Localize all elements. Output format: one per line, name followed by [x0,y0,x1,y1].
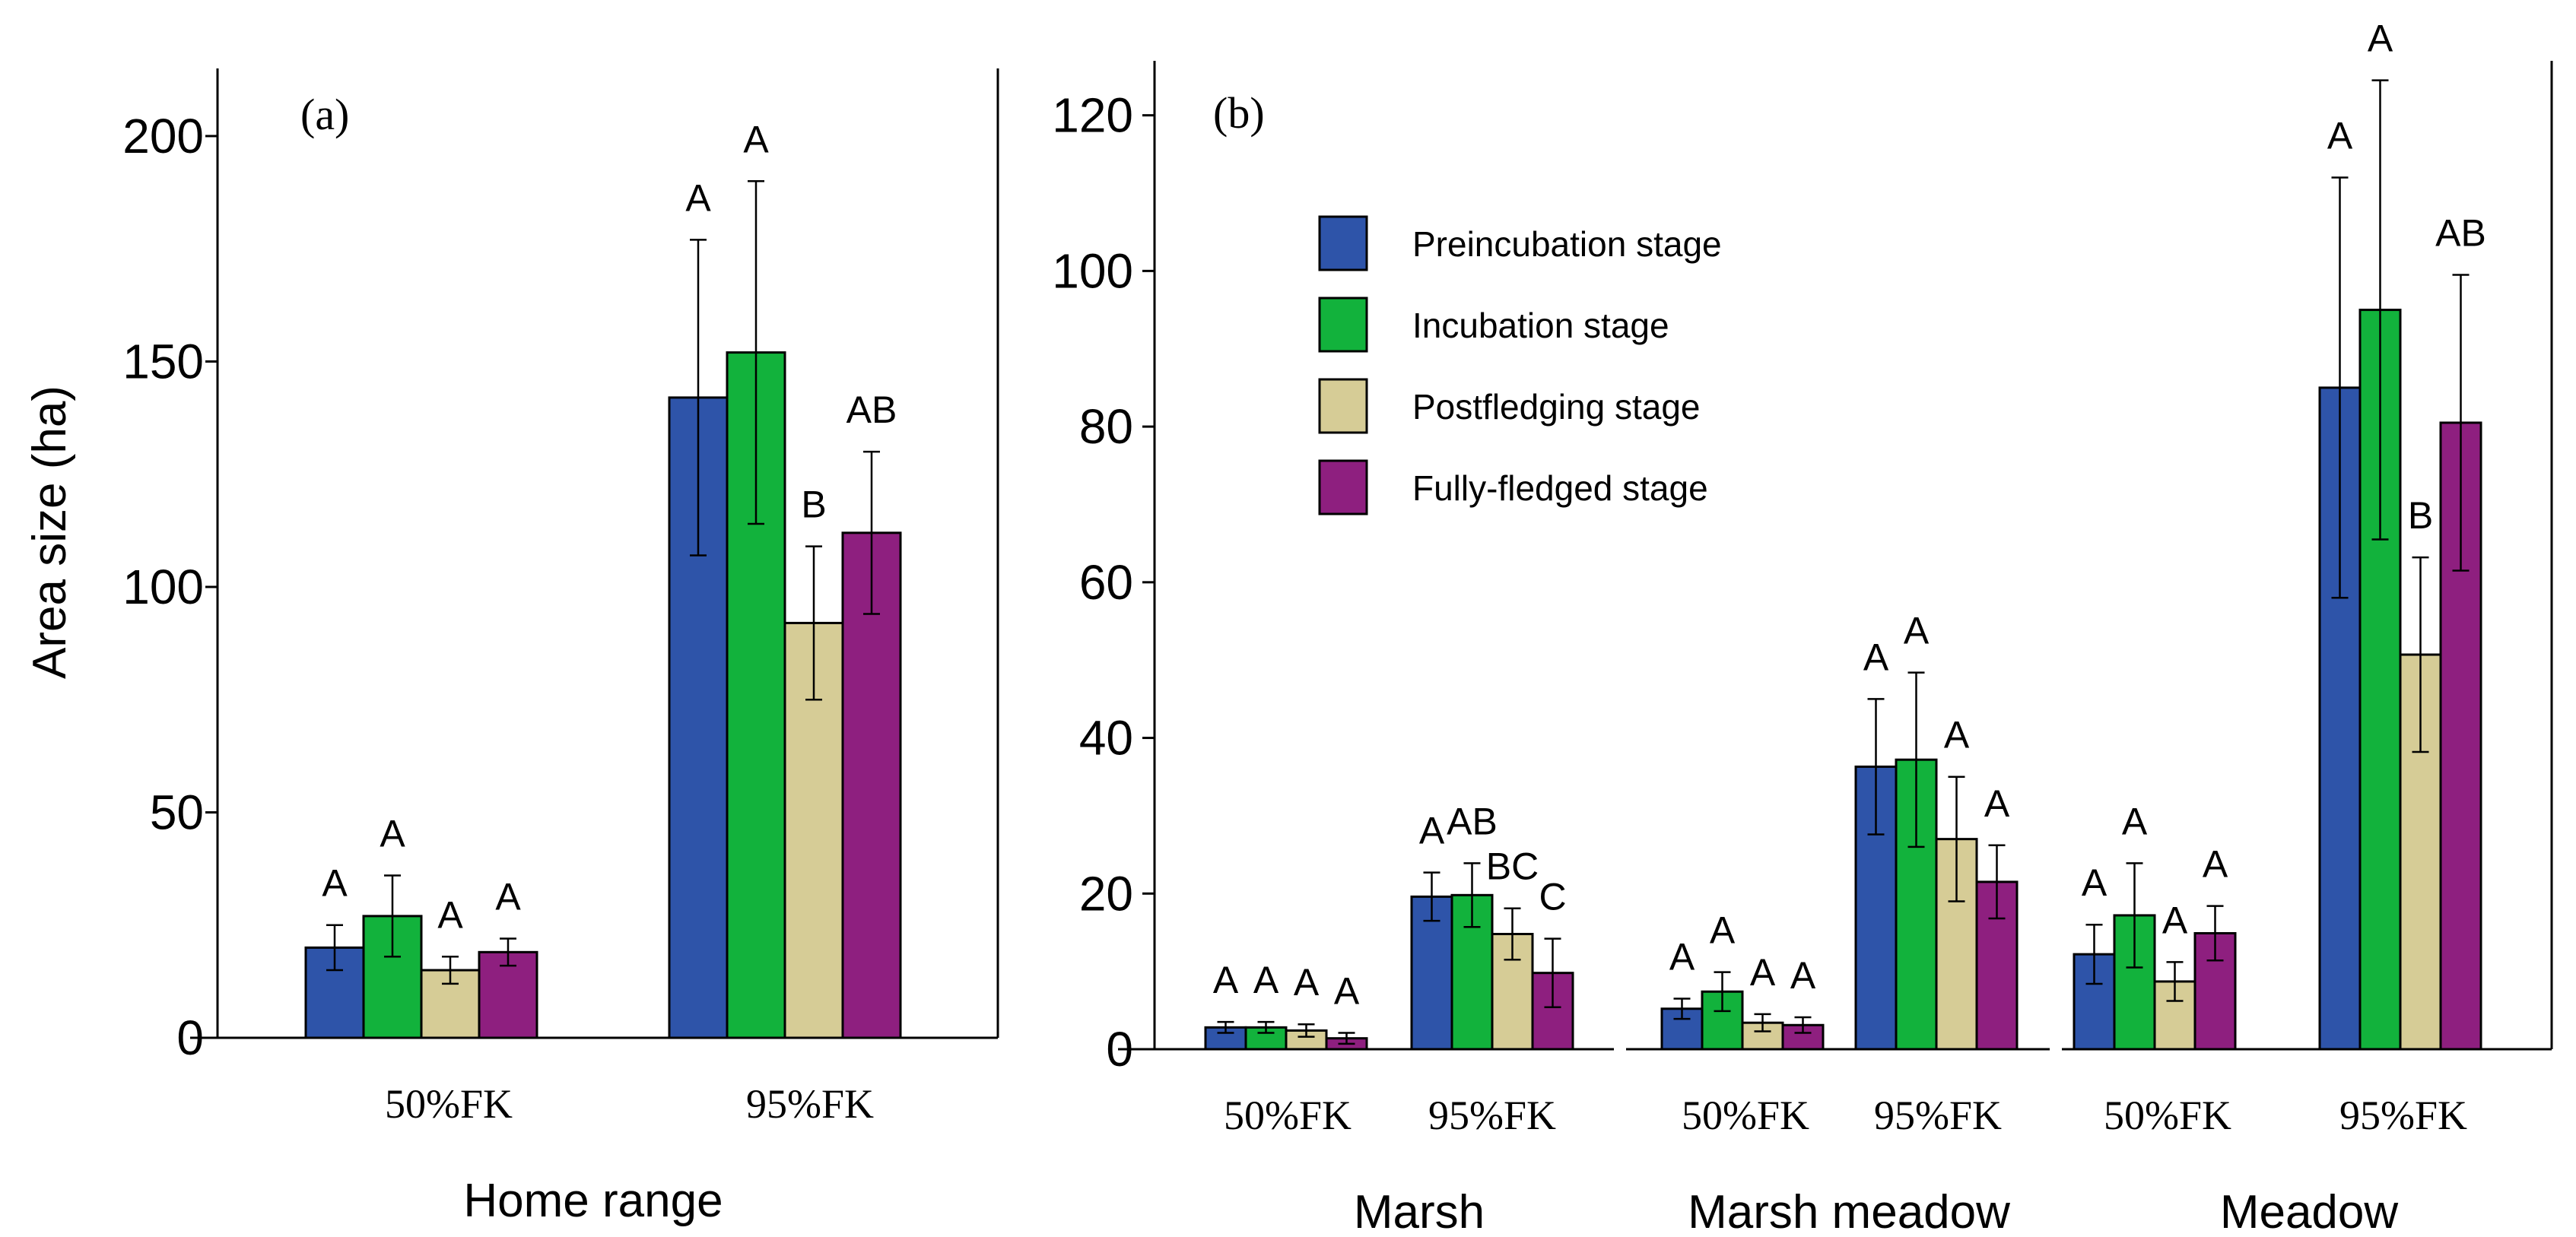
bar [841,531,902,1039]
group-label: Marsh [1354,1186,1485,1237]
significance-letter: A [2122,800,2148,842]
significance-letter: A [380,813,405,855]
significance-letter: BC [1486,845,1539,888]
legend-swatch [1318,297,1368,353]
legend-label: Postfledging stage [1412,387,1701,427]
significance-letter: C [1539,876,1566,918]
significance-letter: A [322,862,348,905]
y-tick-label: 150 [122,334,204,389]
significance-letter: A [1790,954,1816,997]
y-tick-label: 40 [1079,711,1133,766]
significance-letter: A [1944,714,1970,756]
significance-letter: A [685,176,711,219]
y-tick-label: 200 [122,109,204,163]
y-tick-label: 20 [1079,866,1133,921]
legend: Preincubation stage Incubation stage Postf… [1318,215,1722,515]
significance-letter: AB [846,389,897,431]
y-tick-label: 120 [1052,88,1133,143]
significance-letter: B [2408,494,2433,537]
significance-letter: A [1863,636,1889,678]
significance-letter: A [1213,959,1239,1001]
significance-letter: A [1419,810,1445,852]
significance-letter: A [1750,951,1776,994]
x-tick-label: 50%FK [1224,1093,1352,1138]
significance-letter: B [801,484,826,526]
legend-label: Preincubation stage [1412,224,1722,264]
significance-letter: A [743,118,769,160]
x-tick-label: 95%FK [1874,1093,2002,1138]
significance-letter: A [1253,959,1279,1001]
significance-letter: A [437,893,463,936]
group-label: Marsh meadow [1688,1186,2010,1237]
x-tick-label: 50%FK [2104,1093,2231,1138]
significance-letter: A [1294,961,1320,1004]
panel-label: (b) [1213,88,1265,138]
y-tick-label: 80 [1079,399,1133,454]
y-axis-label: Area size (ha) [24,385,76,679]
y-tick-label: 50 [150,785,204,839]
panel-label: (a) [300,90,349,139]
group-label: Home range [463,1175,723,1227]
significance-letter: A [2327,115,2353,157]
x-tick-label: 95%FK [1428,1093,1556,1138]
significance-letter: A [2203,843,2228,886]
significance-letter: A [1904,610,1930,652]
significance-letter: AB [2435,211,2486,254]
x-tick-label: 95%FK [2339,1093,2467,1138]
y-tick-label: 100 [122,560,204,614]
significance-letter: A [1984,782,2010,825]
legend-label: Fully-fledged stage [1412,468,1708,508]
significance-letter: AB [1447,800,1498,842]
legend-swatch [1318,378,1368,434]
y-tick-label: 100 [1052,243,1133,298]
legend-label: Incubation stage [1412,306,1669,345]
x-tick-label: 95%FK [746,1081,874,1127]
x-tick-label: 50%FK [1682,1093,1809,1138]
significance-letter: A [495,876,521,918]
legend-swatch [1318,459,1368,515]
significance-letter: A [2082,861,2107,904]
significance-letter: A [1669,935,1695,978]
significance-letter: A [2162,899,2188,941]
significance-letter: A [2368,17,2393,60]
bar [668,396,729,1039]
significance-letter: A [1334,970,1360,1013]
x-tick-label: 50%FK [385,1081,513,1127]
bar [478,950,538,1039]
significance-letter: A [1710,909,1736,952]
legend-swatch [1318,215,1368,271]
y-tick-label: 60 [1079,555,1133,610]
group-label: Meadow [2220,1186,2399,1237]
